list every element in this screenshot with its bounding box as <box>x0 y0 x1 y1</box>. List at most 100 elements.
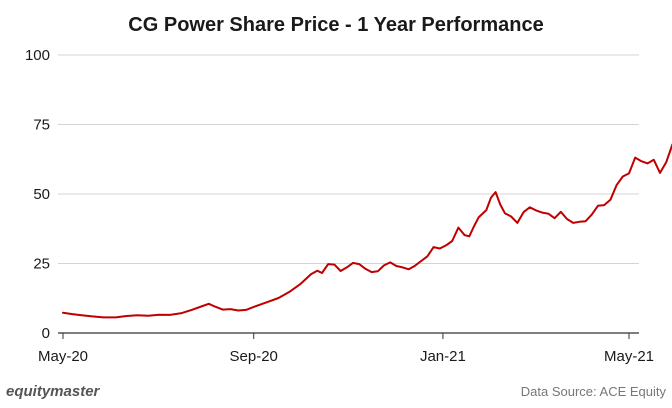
gridlines <box>58 54 639 334</box>
data-point <box>310 273 312 275</box>
data-point <box>499 204 501 206</box>
data-point <box>62 312 64 314</box>
data-point <box>180 312 182 314</box>
data-point <box>299 283 301 285</box>
data-point <box>208 303 210 305</box>
data-point <box>202 305 204 307</box>
data-point <box>426 255 428 257</box>
data-point <box>371 271 373 273</box>
data-point <box>485 209 487 211</box>
data-point <box>277 297 280 299</box>
data-point <box>333 264 335 266</box>
x-tick-label: Sep-20 <box>230 348 278 365</box>
data-point <box>222 309 224 311</box>
data-point <box>414 265 416 267</box>
data-point <box>389 261 391 263</box>
data-point <box>609 199 612 201</box>
data-point <box>383 264 385 266</box>
data-point <box>267 301 269 303</box>
price-series-line <box>62 143 672 319</box>
x-tick-label: Jan-21 <box>420 348 466 365</box>
data-point <box>653 159 655 161</box>
data-point <box>622 175 624 178</box>
data-point <box>364 268 366 270</box>
data-point <box>147 315 149 317</box>
data-source-note: Data Source: ACE Equity <box>521 384 667 399</box>
data-point <box>316 270 318 272</box>
chart-title: CG Power Share Price - 1 Year Performanc… <box>128 14 543 36</box>
data-point <box>647 162 649 164</box>
data-point <box>560 211 562 213</box>
data-point <box>640 160 643 162</box>
data-point <box>102 316 104 318</box>
data-point <box>439 247 441 250</box>
data-point <box>603 204 605 206</box>
data-point <box>256 305 258 307</box>
data-point <box>377 270 379 272</box>
data-point <box>340 270 342 272</box>
data-point <box>495 191 497 193</box>
data-point <box>191 309 193 311</box>
data-point <box>578 221 581 223</box>
data-point <box>597 205 599 207</box>
data-point <box>115 316 117 318</box>
data-point <box>214 306 216 308</box>
data-point <box>547 213 550 215</box>
data-point <box>90 315 92 317</box>
data-point <box>490 197 492 199</box>
data-point <box>136 314 138 316</box>
data-point <box>554 217 556 219</box>
data-point <box>346 266 348 268</box>
data-point <box>628 172 630 174</box>
data-point <box>591 214 593 216</box>
data-point <box>510 215 512 218</box>
y-tick-label: 100 <box>25 47 50 64</box>
data-point <box>566 218 568 220</box>
data-point <box>358 263 360 265</box>
data-point <box>229 308 232 310</box>
data-point <box>535 209 537 211</box>
data-point <box>634 157 636 159</box>
data-point <box>473 225 475 228</box>
data-point <box>451 240 453 242</box>
data-point <box>541 212 543 214</box>
y-tick-label: 25 <box>33 256 50 273</box>
data-point <box>288 291 290 293</box>
data-point <box>81 314 83 316</box>
data-point <box>352 262 354 264</box>
data-point <box>616 184 618 186</box>
x-axis: May-20 Sep-20 Jan-21 May-21 <box>38 333 654 365</box>
data-point <box>478 216 480 218</box>
data-point <box>516 222 519 224</box>
data-point <box>457 227 459 229</box>
data-point <box>408 268 410 270</box>
data-point <box>169 314 171 316</box>
data-point <box>504 212 506 214</box>
data-point <box>237 309 239 312</box>
data-point <box>659 172 661 174</box>
data-point <box>321 272 323 274</box>
data-point <box>245 309 247 311</box>
data-point <box>572 222 574 224</box>
series-group <box>62 143 672 319</box>
data-point <box>126 315 128 317</box>
data-point <box>433 246 435 248</box>
data-point <box>445 244 447 246</box>
equitymaster-logo: equitymaster <box>6 383 101 400</box>
data-point <box>395 265 397 267</box>
x-tick-label: May-20 <box>38 348 88 365</box>
data-point <box>402 266 404 268</box>
data-point <box>523 211 525 213</box>
data-point <box>464 234 466 236</box>
data-point <box>420 260 422 262</box>
x-tick-label: May-21 <box>604 348 654 365</box>
data-point <box>71 313 73 315</box>
data-point <box>468 235 470 237</box>
data-point <box>529 206 531 208</box>
data-point <box>665 161 667 163</box>
y-tick-label: 50 <box>33 186 50 203</box>
data-point <box>158 314 160 316</box>
data-point <box>327 263 329 265</box>
y-tick-label: 75 <box>33 117 50 134</box>
